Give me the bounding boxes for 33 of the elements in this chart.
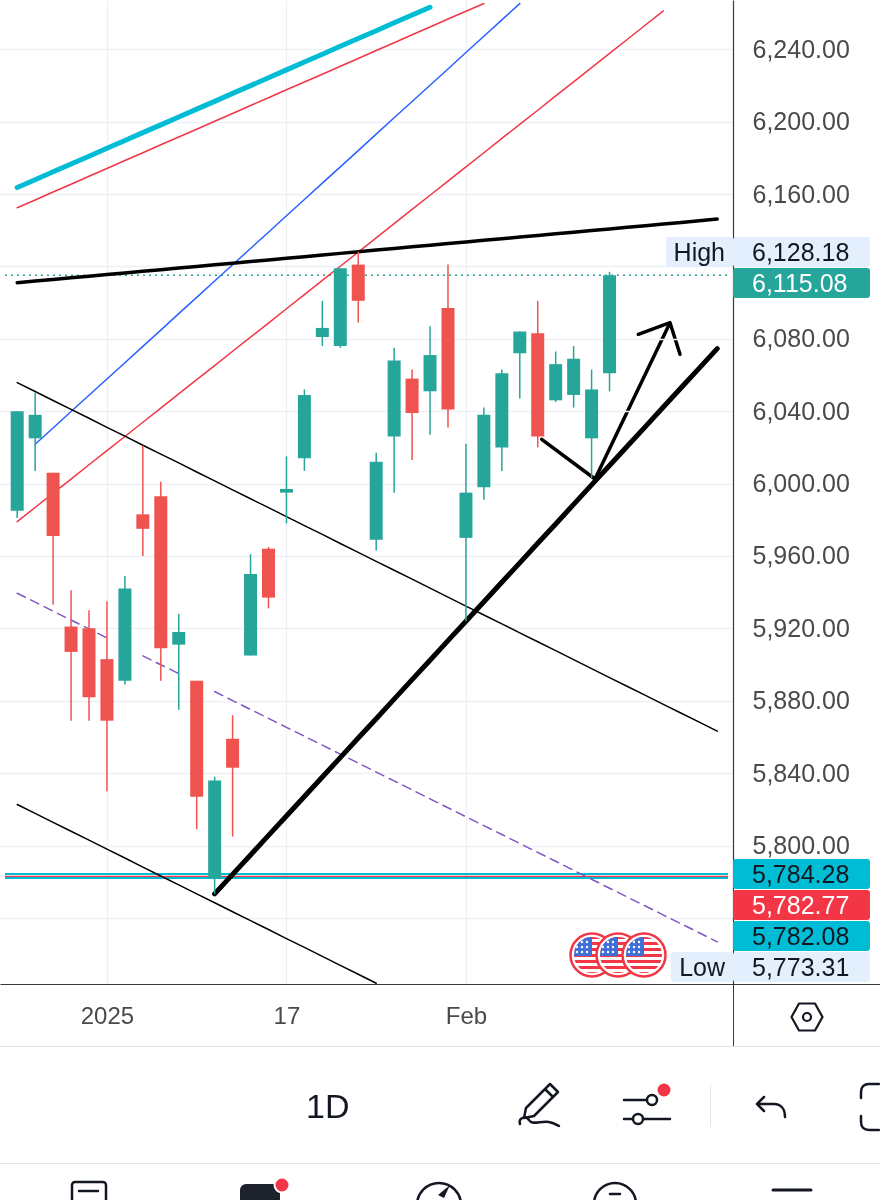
candlestick <box>28 392 42 472</box>
ref-line-label: 6,115.08 <box>733 267 870 298</box>
candlestick <box>315 300 329 347</box>
y-tick-label: 6,000.00 <box>752 469 850 498</box>
x-tick-label: Feb <box>445 1001 488 1029</box>
y-tick-label: 6,240.00 <box>752 34 850 63</box>
ref-line-label: 5,784.28 <box>733 858 870 889</box>
line-series <box>16 2 485 209</box>
annotation: Low <box>671 951 733 982</box>
y-tick-label: 6,040.00 <box>752 396 850 425</box>
candlestick <box>513 330 527 400</box>
candlestick <box>279 455 293 525</box>
y-tick-label: 5,920.00 <box>752 613 850 642</box>
candlestick <box>136 444 150 557</box>
line-series <box>16 803 377 984</box>
annotation: High <box>665 236 733 267</box>
text: 1D <box>306 1087 350 1126</box>
ref-line-label: 5,782.77 <box>733 889 870 920</box>
y-tick-label: 6,160.00 <box>752 179 850 208</box>
x-tick-label: 17 <box>273 1001 301 1029</box>
candlestick <box>172 613 186 711</box>
y-tick-label: 5,880.00 <box>752 686 850 715</box>
y-tick-label: 5,840.00 <box>752 758 850 787</box>
y-tick-label: 5,960.00 <box>752 541 850 570</box>
ref-line-label: 5,782.08 <box>733 920 870 951</box>
y-tick-label: 6,200.00 <box>752 107 850 136</box>
text: 5,773.31 <box>733 951 870 982</box>
x-tick-label: 2025 <box>80 1001 135 1029</box>
text: 6,128.18 <box>733 236 870 267</box>
y-tick-label: 6,080.00 <box>752 324 850 353</box>
line-series <box>16 10 665 523</box>
y-tick-label: 5,800.00 <box>752 831 850 860</box>
line-series <box>34 2 521 446</box>
